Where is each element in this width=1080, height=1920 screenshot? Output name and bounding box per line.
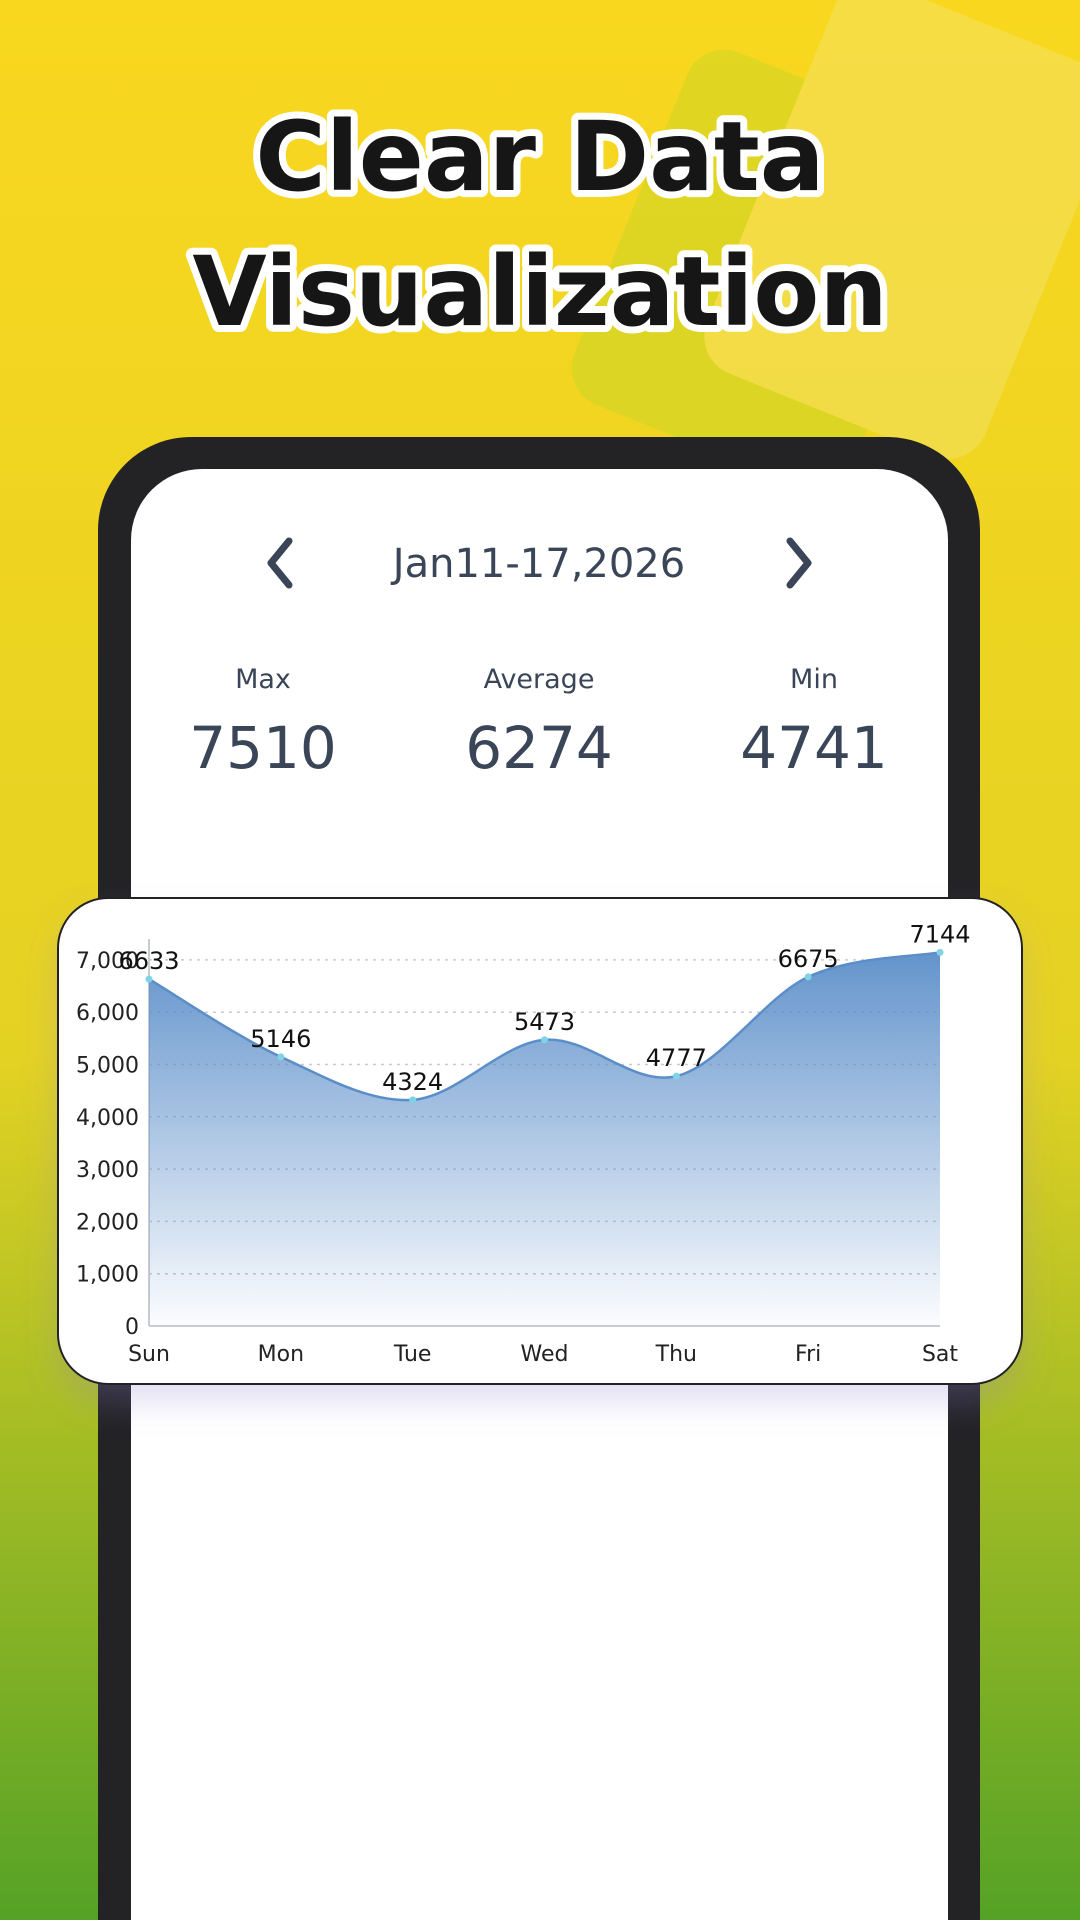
point [936, 948, 944, 956]
x-tick-label: Thu [655, 1342, 697, 1367]
x-tick-label: Sat [922, 1342, 958, 1367]
decoration [571, 0, 1080, 491]
stat-label: Average [484, 664, 595, 695]
value-label: 5146 [250, 1025, 311, 1053]
value-label: 7144 [909, 920, 970, 948]
title: Clear Data [255, 101, 824, 213]
y-tick-label: 2,000 [76, 1210, 139, 1235]
value-label: 4324 [382, 1068, 443, 1096]
prev-button[interactable] [267, 537, 293, 589]
stat-value: 6274 [465, 714, 613, 782]
y-tick-label: 4,000 [76, 1106, 139, 1131]
date-range: Jan11-17,2026 [390, 541, 685, 587]
point [409, 1096, 417, 1104]
y-tick-label: 5,000 [76, 1054, 139, 1079]
value-label: 6633 [118, 947, 179, 975]
value-label: 6675 [778, 945, 839, 973]
stat-label: Min [790, 664, 838, 695]
x-tick-label: Tue [393, 1342, 432, 1367]
title: Visualization [192, 236, 887, 348]
area [149, 952, 940, 1326]
point [672, 1072, 680, 1080]
x-tick-label: Mon [258, 1342, 304, 1367]
point [541, 1036, 548, 1044]
chart: 0 1,000 2,000 3,000 4,000 5,000 6,000 7,0006633… [76, 920, 971, 1367]
x-tick-label: Wed [521, 1342, 569, 1367]
value-label: 5473 [514, 1008, 575, 1036]
stat-label: Max [235, 664, 291, 695]
y-tick-label: 0 [125, 1315, 139, 1340]
value-label: 4777 [646, 1044, 707, 1072]
stats: Max 7510 Average 6274 Min 4741 [189, 664, 888, 782]
y-tick-label: 1,000 [76, 1263, 139, 1288]
y-tick-label: 6,000 [76, 1001, 139, 1026]
point [145, 975, 153, 983]
point [804, 973, 812, 981]
stat-value: 4741 [740, 714, 888, 782]
next-button[interactable] [786, 537, 812, 589]
y-tick-label: 7,000 [76, 949, 139, 974]
x-tick-label: Fri [795, 1342, 821, 1367]
point [277, 1053, 285, 1061]
stat-value: 7510 [189, 714, 337, 782]
y-tick-label: 3,000 [76, 1158, 139, 1183]
x-tick-label: Sun [128, 1342, 170, 1367]
